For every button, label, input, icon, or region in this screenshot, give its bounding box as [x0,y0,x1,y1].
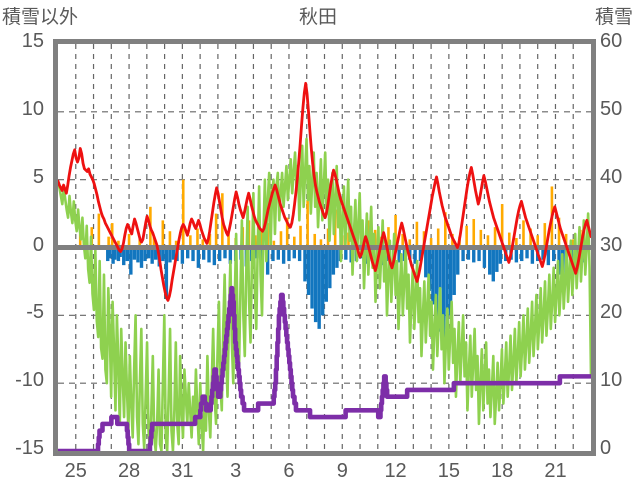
right-axis-tick-label: 60 [600,30,623,52]
right-axis-tick-label: 10 [600,369,623,392]
right-axis-tick-label: 0 [600,437,612,459]
chart-title: 秋田 [298,7,337,28]
x-axis-tick-label: 9 [336,460,348,482]
x-axis-tick-label: 31 [171,460,194,482]
plot-area [53,39,596,456]
right-axis-title: 積雪 [594,7,633,28]
series-temperature-line [58,81,591,302]
left-axis-tick-label: 5 [32,165,44,188]
right-axis-tick-label: 50 [600,97,623,120]
right-axis-tick-label: 30 [600,233,623,256]
left-axis-tick-label: 10 [21,97,44,120]
left-axis-tick-label: -5 [26,301,44,324]
x-axis-tick-label: 25 [64,460,87,482]
bars-precip-blue [106,247,584,343]
x-axis-tick-label: 21 [544,460,567,482]
x-axis-tick-label: 12 [384,460,407,482]
left-axis-tick-label: 15 [21,30,44,52]
chart-svg [58,44,591,451]
left-axis-tick-label: -10 [15,369,44,392]
plot-inner [58,44,591,451]
x-axis-tick-label: 3 [230,460,242,482]
left-axis-title: 積雪以外 [2,7,79,28]
right-axis-tick-label: 40 [600,165,623,188]
right-axis-tick-label: 20 [600,301,623,324]
x-axis-tick-label: 18 [491,460,514,482]
left-axis-tick-label: 0 [32,233,44,256]
left-axis-tick-label: -15 [15,437,44,459]
series-snow-depth-line [58,285,591,451]
series-green-line [58,137,591,451]
x-axis-tick-label: 15 [437,460,460,482]
x-axis-tick-label: 28 [117,460,141,482]
x-axis-tick-label: 6 [283,460,295,482]
